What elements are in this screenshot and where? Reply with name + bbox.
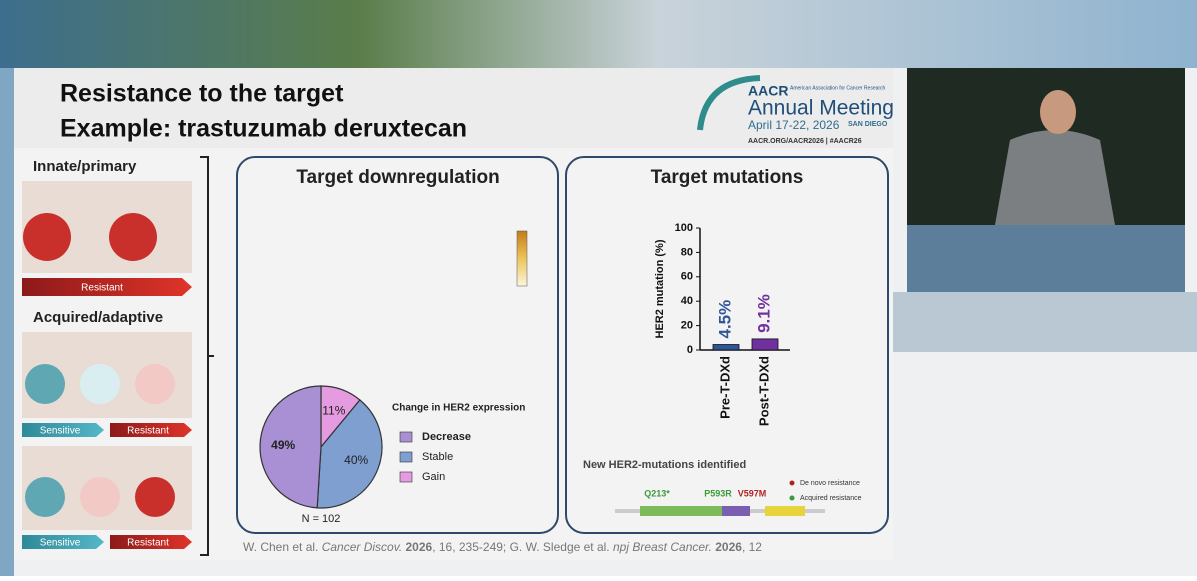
illustration-cells <box>135 477 175 517</box>
pie-slice <box>259 385 322 509</box>
bracket <box>200 156 214 556</box>
illustration-cells <box>135 364 175 404</box>
gene-domain <box>722 506 750 516</box>
arrows: Sensitive Resistant Sensitive Resistant <box>22 423 192 549</box>
mutation-subtitle: New HER2-mutations identified <box>583 459 746 471</box>
logo-url: AACR.ORG/AACR2026 | #AACR26 <box>748 138 862 145</box>
bar-chart: 0 20 40 60 80 100 HER2 mutation (%) 4.5% Pre-T-D… <box>654 222 790 426</box>
legend-label: Stable <box>422 451 453 463</box>
y-tick-label: 20 <box>681 320 693 332</box>
citation: W. Chen et al. Cancer Discov. 2026, 16, … <box>243 540 762 554</box>
pie-legend-title: Change in HER2 expression <box>392 403 525 414</box>
legend-swatch <box>399 471 413 483</box>
mutation: V597M <box>738 488 767 498</box>
arrow-label: Resistant <box>127 538 169 549</box>
y-tick-label: 0 <box>687 344 693 356</box>
y-tick-label: 60 <box>681 271 693 283</box>
citation-part: , 12 <box>742 540 762 554</box>
illustration-cells <box>80 364 120 404</box>
bar <box>751 338 779 351</box>
mutation: P593R <box>704 488 732 498</box>
heat-scale <box>516 230 528 287</box>
logo-brand: AACR <box>748 83 788 99</box>
innate-label: Innate/primary <box>33 158 137 175</box>
citation-part: 2026 <box>402 540 432 554</box>
banner-edge <box>893 292 1197 352</box>
citation-part: 2026 <box>712 540 742 554</box>
pie-label: 49% <box>271 438 295 452</box>
pie-label: 40% <box>344 453 368 467</box>
y-tick-label: 100 <box>675 222 693 234</box>
logo-org: American Association for Cancer Research <box>790 85 886 91</box>
gene-domain <box>765 506 805 516</box>
slide-title: Example: trastuzumab deruxtecan <box>60 115 467 143</box>
illustration-cells <box>25 364 65 404</box>
arrow <box>22 423 104 437</box>
arrow <box>110 423 192 437</box>
citation-part: W. Chen et al. <box>243 540 322 554</box>
citation-part: , 16, 235-249; G. W. Sledge et al. <box>432 540 613 554</box>
legend-dot <box>789 480 795 486</box>
citation-part: npj Breast Cancer. <box>613 540 712 554</box>
panel-title: Target downregulation <box>296 167 499 188</box>
arrow <box>110 535 192 549</box>
slide-title: Resistance to the target <box>60 80 344 108</box>
x-tick-label: Pre-T-DXd <box>717 356 732 419</box>
speaker-head <box>1040 90 1076 134</box>
mutation-legend: Acquired resistance <box>800 495 862 502</box>
logo-swoosh <box>697 75 761 131</box>
legend-label: Decrease <box>422 431 471 443</box>
banner-edge <box>0 68 14 576</box>
speaker-video-screen <box>907 225 1185 292</box>
y-axis-label: HER2 mutation (%) <box>654 239 666 338</box>
pie-slice <box>316 399 383 509</box>
pie-label: 11% <box>322 404 345 418</box>
x-tick-label: Post-T-DXd <box>756 356 771 426</box>
arrow-label: Sensitive <box>40 538 81 549</box>
illustration-cells <box>80 477 120 517</box>
pie-chart: 11% 40% 49% Decrease Stable Gain <box>259 385 471 509</box>
y-tick-label: 80 <box>681 246 693 258</box>
bar <box>712 344 740 351</box>
value-label: 9.1% <box>754 294 773 333</box>
legend-swatch <box>399 451 413 463</box>
mutation-legend: De novo resistance <box>800 480 860 487</box>
panel-title: Target mutations <box>651 167 804 188</box>
logo-name: Annual Meeting <box>748 97 894 120</box>
arrow-label: Resistant <box>81 283 123 294</box>
arrow <box>22 535 104 549</box>
mutation: Q213* <box>644 488 670 498</box>
value-label: 4.5% <box>715 300 734 339</box>
illustration-cells <box>25 477 65 517</box>
speaker <box>995 130 1115 225</box>
arrow <box>22 278 192 296</box>
pie-n: N = 102 <box>302 513 341 525</box>
arrow-label: Sensitive <box>40 426 81 437</box>
acquired-label: Acquired/adaptive <box>33 309 163 326</box>
legend-dot <box>789 495 795 501</box>
logo-city: SAN DIEGO <box>848 121 888 128</box>
illustration-cells <box>23 213 71 261</box>
arrow-label: Resistant <box>127 426 169 437</box>
logo-dates: April 17-22, 2026 <box>748 118 840 132</box>
illustration-cells <box>109 213 157 261</box>
legend-label: Gain <box>422 471 445 483</box>
legend-swatch <box>399 431 413 443</box>
gene-domain <box>640 506 725 516</box>
citation-part: Cancer Discov. <box>322 540 402 554</box>
banner <box>0 0 1197 68</box>
y-tick-label: 40 <box>681 295 693 307</box>
